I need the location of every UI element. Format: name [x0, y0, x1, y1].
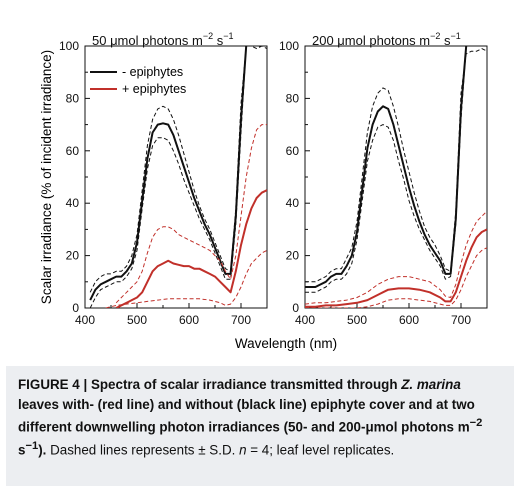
y-tick-label: 60 [286, 144, 300, 158]
axes: 400 500 600 700 0 20 40 60 80 100 [279, 39, 488, 327]
panel-label: 50 μmol photons m−2 s−1 [92, 31, 233, 48]
y-tick-label: 100 [279, 39, 299, 53]
x-axis-label: Wavelength (nm) [235, 336, 337, 351]
caption-n-variable: n [239, 442, 247, 458]
panel-50-umol: 50 μmol photons m−2 s−1 400 500 600 7000204… [59, 31, 268, 327]
caption-figure-label: FIGURE 4 | Spectra of scalar irradiance … [18, 377, 402, 392]
series-line-epiphytes-sd [115, 124, 267, 304]
y-tick-label: 0 [72, 301, 79, 315]
legend-label-minus-epiphytes: - epiphytes [122, 65, 183, 79]
series-line-epiphytes-sd [305, 48, 487, 283]
y-tick-label: 60 [66, 144, 80, 158]
caption-sup: −1 [25, 439, 39, 452]
caption-regular-text: Dashed lines represents ± S.D. [46, 442, 240, 458]
series-line-epiphytes-sd [105, 249, 267, 308]
panel-label: 200 μmol photons m−2 s−1 [312, 31, 461, 48]
y-tick-label: 80 [286, 91, 300, 105]
caption-bold-text: s [18, 442, 26, 458]
series-lines [305, 45, 487, 308]
caption-bold-text: leaves with- (red line) and without (bla… [18, 396, 475, 435]
y-tick-label: 20 [66, 249, 80, 263]
series-line-epiphytes [305, 45, 468, 288]
x-tick-label: 500 [347, 313, 367, 327]
y-tick-label: 80 [66, 91, 80, 105]
panel-200-umol: 200 μmol photons m−2 s−1 400 500 600 700 0 20… [279, 31, 488, 327]
x-tick-label: 700 [231, 313, 251, 327]
y-tick-label: 20 [286, 249, 300, 263]
x-tick-label: 500 [127, 313, 147, 327]
legend-label-plus-epiphytes: + epiphytes [122, 82, 186, 96]
caption-regular-text: = 4; leaf level replicates. [246, 442, 395, 458]
plot-frame [304, 45, 488, 309]
series-line-epiphytes-sd [305, 45, 467, 293]
legend: - epiphytes + epiphytes [90, 65, 186, 96]
y-axis-label: Scalar irradiance (% of incident irradia… [39, 50, 54, 304]
y-tick-label: 40 [286, 196, 300, 210]
figure-caption: FIGURE 4 | Spectra of scalar irradiance … [6, 366, 514, 486]
caption-species: Z. marina [401, 377, 461, 392]
y-tick-label: 40 [66, 196, 80, 210]
x-tick-label: 600 [179, 313, 199, 327]
series-line-epiphytes-sd [305, 210, 487, 305]
y-tick-label: 100 [59, 39, 79, 53]
y-tick-label: 0 [292, 301, 299, 315]
x-tick-label: 400 [75, 313, 95, 327]
figure-svg: 50 μmol photons m−2 s−1 400 500 600 7000204… [39, 31, 488, 351]
series-line-epiphytes-sd [305, 247, 487, 308]
series-line-epiphytes [305, 228, 487, 308]
x-tick-label: 600 [399, 313, 419, 327]
series-line-epiphytes [115, 189, 267, 308]
x-tick-label: 400 [295, 313, 315, 327]
axes: 400 500 600 700 0 20 40 60 80 100 [59, 39, 268, 327]
series-lines [89, 45, 267, 308]
series-line-epiphytes-sd [89, 45, 267, 293]
x-tick-label: 700 [451, 313, 471, 327]
series-line-epiphytes [89, 45, 248, 301]
caption-bold-text: ). [38, 442, 47, 458]
caption-sup: −2 [469, 417, 483, 429]
